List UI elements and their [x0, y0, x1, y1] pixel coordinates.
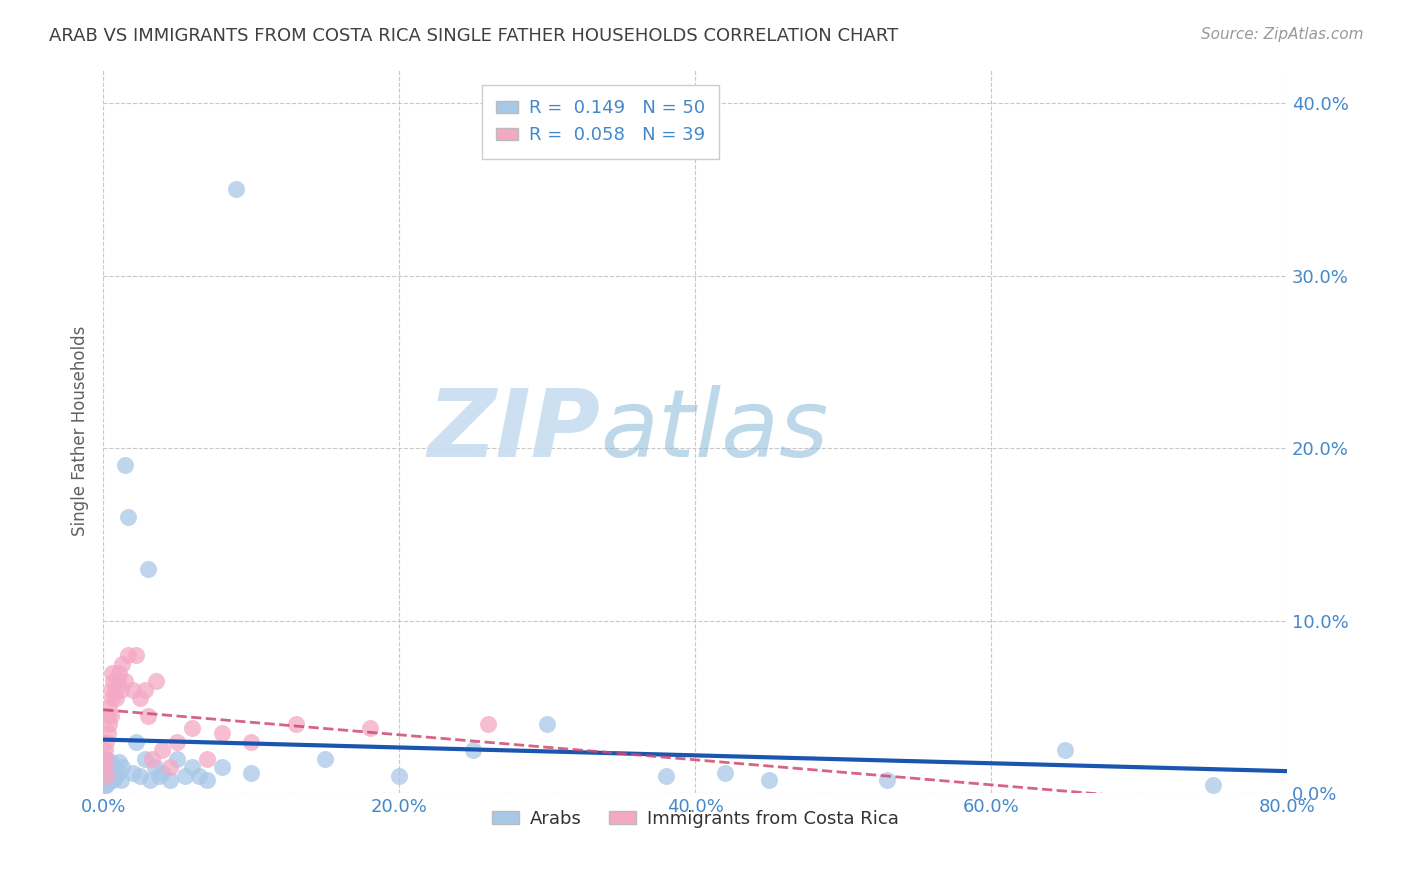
- Point: [97, 772, 120, 787]
- Point: [181, 721, 204, 735]
- Point: [105, 691, 128, 706]
- Point: [104, 682, 127, 697]
- Point: [103, 772, 125, 787]
- Text: Source: ZipAtlas.com: Source: ZipAtlas.com: [1201, 27, 1364, 42]
- Point: [150, 765, 173, 780]
- Point: [114, 674, 136, 689]
- Point: [98, 700, 121, 714]
- Point: [166, 734, 188, 748]
- Point: [129, 691, 152, 706]
- Point: [1202, 778, 1225, 792]
- Point: [181, 760, 204, 774]
- Point: [359, 721, 381, 735]
- Point: [284, 717, 307, 731]
- Point: [103, 674, 125, 689]
- Point: [94, 778, 117, 792]
- Point: [145, 674, 167, 689]
- Point: [101, 765, 124, 780]
- Point: [211, 726, 233, 740]
- Text: atlas: atlas: [600, 385, 828, 476]
- Point: [188, 769, 211, 783]
- Point: [166, 752, 188, 766]
- Point: [143, 760, 166, 774]
- Point: [139, 772, 162, 787]
- Point: [101, 691, 124, 706]
- Point: [876, 772, 898, 787]
- Point: [97, 765, 120, 780]
- Point: [654, 769, 676, 783]
- Point: [93, 769, 115, 783]
- Point: [93, 760, 115, 774]
- Point: [134, 682, 156, 697]
- Point: [94, 769, 117, 783]
- Point: [388, 769, 411, 783]
- Point: [758, 772, 780, 787]
- Point: [225, 182, 247, 196]
- Point: [195, 752, 218, 766]
- Point: [477, 717, 499, 731]
- Point: [713, 765, 735, 780]
- Point: [117, 648, 139, 663]
- Point: [195, 772, 218, 787]
- Point: [314, 752, 336, 766]
- Point: [100, 756, 122, 770]
- Point: [105, 769, 128, 783]
- Point: [93, 778, 115, 792]
- Point: [94, 769, 117, 783]
- Point: [100, 769, 122, 783]
- Text: ZIP: ZIP: [427, 385, 600, 477]
- Legend: Arabs, Immigrants from Costa Rica: Arabs, Immigrants from Costa Rica: [485, 803, 905, 835]
- Point: [461, 743, 484, 757]
- Point: [94, 752, 117, 766]
- Point: [104, 760, 127, 774]
- Point: [100, 708, 122, 723]
- Point: [121, 765, 143, 780]
- Point: [98, 760, 121, 774]
- Point: [173, 769, 195, 783]
- Point: [93, 752, 115, 766]
- Point: [94, 734, 117, 748]
- Point: [111, 760, 134, 774]
- Point: [110, 772, 132, 787]
- Point: [136, 562, 159, 576]
- Point: [136, 708, 159, 723]
- Point: [134, 752, 156, 766]
- Point: [111, 657, 134, 671]
- Point: [114, 458, 136, 473]
- Point: [125, 734, 148, 748]
- Point: [107, 765, 129, 780]
- Point: [125, 648, 148, 663]
- Point: [101, 665, 124, 680]
- Point: [100, 682, 122, 697]
- Point: [211, 760, 233, 774]
- Point: [141, 752, 163, 766]
- Point: [150, 743, 173, 757]
- Point: [148, 769, 170, 783]
- Point: [240, 765, 263, 780]
- Point: [97, 726, 120, 740]
- Point: [97, 708, 120, 723]
- Point: [117, 510, 139, 524]
- Point: [129, 769, 152, 783]
- Point: [108, 756, 131, 770]
- Point: [107, 674, 129, 689]
- Point: [108, 665, 131, 680]
- Point: [1054, 743, 1077, 757]
- Point: [159, 760, 181, 774]
- Point: [98, 774, 121, 789]
- Text: ARAB VS IMMIGRANTS FROM COSTA RICA SINGLE FATHER HOUSEHOLDS CORRELATION CHART: ARAB VS IMMIGRANTS FROM COSTA RICA SINGL…: [49, 27, 898, 45]
- Point: [93, 760, 115, 774]
- Point: [536, 717, 558, 731]
- Point: [93, 743, 115, 757]
- Y-axis label: Single Father Households: Single Father Households: [72, 326, 89, 536]
- Point: [121, 682, 143, 697]
- Point: [110, 682, 132, 697]
- Point: [159, 772, 181, 787]
- Point: [240, 734, 263, 748]
- Point: [98, 717, 121, 731]
